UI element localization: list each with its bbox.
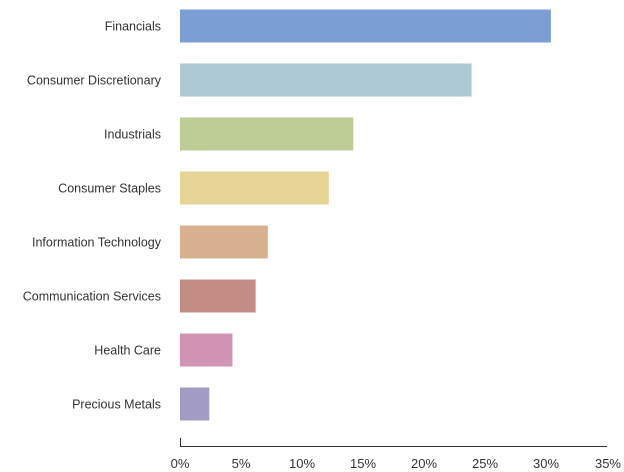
bars-group (180, 9, 551, 421)
bar-financials (180, 9, 551, 43)
x-axis-ticks: 0% 5% 10% 15% 20% 25% 30% 35% (171, 438, 621, 471)
category-label-consumer-staples: Consumer Staples (58, 182, 161, 196)
x-tick-label: 0% (171, 456, 190, 471)
x-tick-label: 5% (232, 456, 251, 471)
category-label-information-technology: Information Technology (32, 236, 162, 250)
category-label-precious-metals: Precious Metals (72, 398, 161, 412)
x-tick-label: 30% (533, 456, 559, 471)
bar-industrials (180, 117, 354, 151)
category-label-communication-services: Communication Services (23, 290, 161, 304)
x-tick-label: 15% (350, 456, 376, 471)
x-tick-label: 35% (595, 456, 621, 471)
bar-health-care (180, 333, 233, 367)
x-tick-label: 25% (472, 456, 498, 471)
bar-consumer-staples (180, 171, 329, 205)
category-label-consumer-discretionary: Consumer Discretionary (27, 74, 162, 88)
category-label-financials: Financials (105, 20, 161, 34)
x-tick-label: 10% (289, 456, 315, 471)
category-labels: Financials Consumer Discretionary Industri… (23, 20, 162, 412)
category-label-industrials: Industrials (104, 128, 161, 142)
bar-communication-services (180, 279, 256, 313)
category-label-health-care: Health Care (94, 344, 161, 358)
x-tick-label: 20% (411, 456, 437, 471)
bar-consumer-discretionary (180, 63, 472, 97)
bar-information-technology (180, 225, 268, 259)
bar-precious-metals (180, 387, 210, 421)
